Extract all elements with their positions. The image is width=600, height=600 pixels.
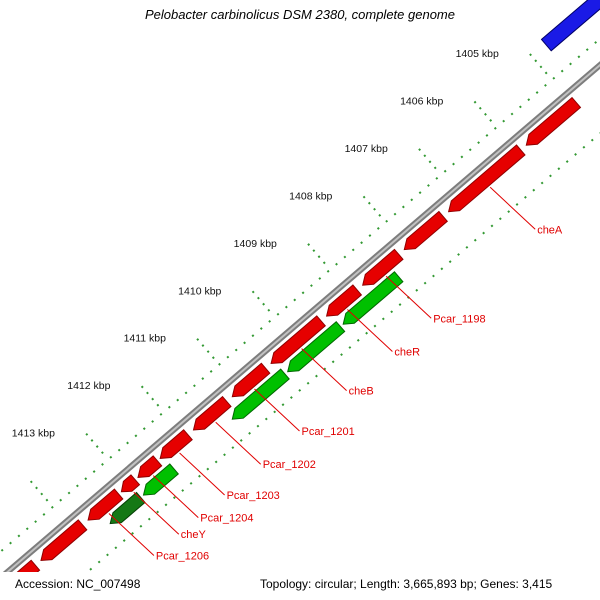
gene-arrow bbox=[362, 248, 404, 286]
gene-arrow bbox=[192, 395, 232, 431]
kbp-tick-label: 1408 kbp bbox=[289, 190, 332, 202]
kbp-tick-label: 1410 kbp bbox=[178, 285, 221, 297]
lower-dotted-rail bbox=[85, 132, 600, 572]
gene-label: cheY bbox=[181, 529, 207, 541]
kbp-tick-label: 1405 kbp bbox=[456, 48, 499, 60]
kbp-tick bbox=[473, 100, 496, 127]
kbp-tick-label: 1413 kbp bbox=[12, 428, 55, 440]
gene-arrow bbox=[325, 284, 363, 317]
gene-callout-line bbox=[133, 491, 180, 535]
gene-arrow bbox=[447, 144, 526, 213]
gene-callout-line bbox=[301, 348, 347, 391]
kbp-tick bbox=[196, 338, 219, 364]
gene-arrow bbox=[40, 519, 88, 562]
gene-label: cheA bbox=[537, 224, 563, 236]
gene-callout-line bbox=[254, 388, 300, 432]
kbp-tick-label: 1412 kbp bbox=[67, 380, 110, 392]
kbp-tick-label: 1409 kbp bbox=[234, 238, 277, 250]
gene-arrow bbox=[87, 488, 124, 521]
gene-label: Pcar_1206 bbox=[156, 551, 209, 563]
gene-arrow bbox=[270, 315, 327, 365]
kbp-tick bbox=[362, 195, 386, 222]
gene-arrow bbox=[120, 474, 141, 493]
gene-arrow bbox=[142, 463, 180, 496]
kbp-tick bbox=[529, 53, 552, 79]
accession-text: Accession: NC_007498 bbox=[15, 577, 141, 591]
gene-label: cheB bbox=[349, 386, 374, 398]
gene-callout-line bbox=[108, 513, 155, 556]
kbp-tick bbox=[140, 385, 164, 412]
kbp-tick-label: 1406 kbp bbox=[400, 95, 443, 107]
gene-label: Pcar_1202 bbox=[263, 459, 316, 471]
gene-callout-line bbox=[215, 421, 262, 465]
gene-arrow bbox=[525, 96, 582, 146]
gene-arrow bbox=[16, 559, 41, 572]
gene-arrow bbox=[342, 271, 404, 325]
gene-label: Pcar_1203 bbox=[227, 490, 280, 502]
upper-dotted-rail bbox=[0, 41, 598, 554]
gene-callout-line bbox=[152, 475, 199, 518]
kbp-tick-label: 1407 kbp bbox=[345, 143, 388, 155]
gene-callout-line bbox=[489, 186, 536, 230]
gene-callout-line bbox=[385, 275, 432, 319]
gene-callout-line bbox=[347, 309, 393, 352]
kbp-tick-label: 1411 kbp bbox=[124, 333, 167, 345]
gene-label: cheR bbox=[394, 347, 420, 359]
gene-label: Pcar_1198 bbox=[433, 313, 485, 325]
kbp-tick bbox=[307, 243, 330, 269]
gene-arrow bbox=[403, 210, 449, 251]
gene-label: Pcar_1204 bbox=[200, 513, 253, 525]
footer-bar: Accession: NC_007498 Topology: circular;… bbox=[0, 572, 600, 600]
gene-arrow bbox=[137, 455, 163, 478]
gene-arrow bbox=[540, 0, 600, 52]
gene-arrow bbox=[231, 362, 271, 398]
gene-arrow bbox=[287, 320, 346, 373]
gene-arrow bbox=[159, 429, 193, 459]
backbone-highlight bbox=[5, 63, 600, 572]
genome-map: 1405 kbp 1406 kbp 1407 kbp 1408 kbp 1409 kbp… bbox=[0, 0, 600, 572]
kbp-tick bbox=[85, 432, 108, 459]
kbp-tick bbox=[251, 290, 275, 317]
gene-callout-line bbox=[179, 452, 225, 496]
genome-stats-text: Topology: circular; Length: 3,665,893 bp… bbox=[260, 577, 553, 591]
kbp-tick bbox=[29, 480, 53, 507]
gene-label: Pcar_1201 bbox=[302, 426, 355, 438]
backbone-line bbox=[2, 61, 600, 572]
kbp-tick bbox=[418, 148, 441, 174]
map-title: Pelobacter carbinolicus DSM 2380, comple… bbox=[144, 7, 455, 22]
